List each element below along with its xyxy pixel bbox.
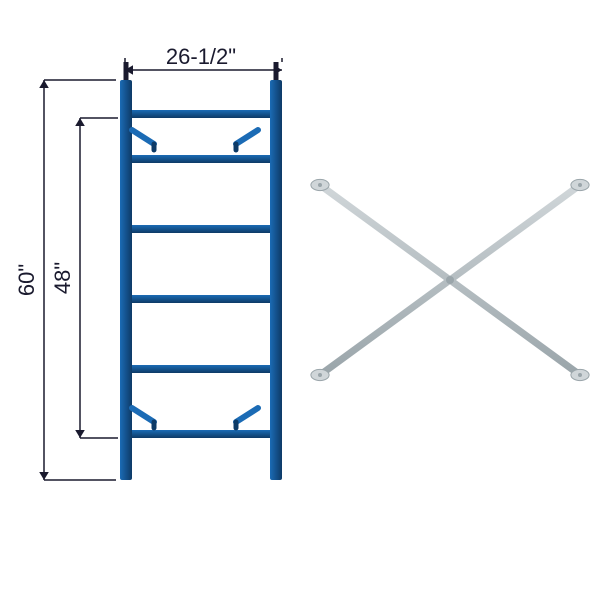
frame-rung: [132, 295, 270, 303]
frame-rung: [132, 225, 270, 233]
frame-post: [270, 80, 282, 480]
frame-lock: [236, 408, 258, 422]
scaffold-frame: [120, 62, 282, 480]
frame-rung: [132, 155, 270, 163]
frame-rung: [132, 430, 270, 438]
technical-diagram: 26-1/2" 60" 48": [0, 0, 600, 600]
inner-height-dimension-label: 48": [50, 262, 75, 294]
cross-brace: [311, 179, 589, 380]
frame-rung: [132, 365, 270, 373]
frame-lock: [132, 130, 154, 144]
frame-lock: [236, 130, 258, 144]
frame-post: [120, 80, 132, 480]
frame-lock: [132, 408, 154, 422]
frame-rung: [132, 110, 270, 118]
outer-height-dimension-label: 60": [14, 264, 39, 296]
brace-center-rivet: [446, 276, 454, 284]
width-dimension-label: 26-1/2": [166, 44, 236, 69]
